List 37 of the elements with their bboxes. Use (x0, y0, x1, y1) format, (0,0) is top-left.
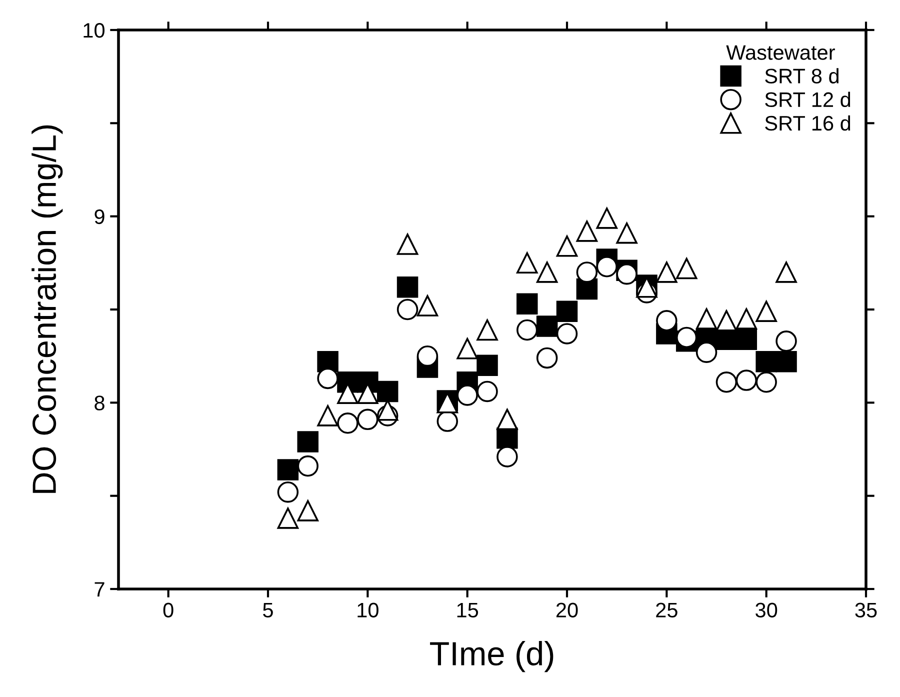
y-axis-title: DO Concentration (mg/L) (32, 125, 63, 493)
point (516, 293, 538, 315)
point (616, 263, 638, 285)
point (596, 256, 618, 278)
point (676, 326, 698, 348)
x-tick-label: 30 (756, 602, 778, 618)
x-tick-label: 35 (855, 602, 877, 618)
point (297, 431, 318, 452)
point (396, 276, 418, 298)
x-tick-label: 20 (556, 602, 578, 618)
point (476, 354, 498, 376)
y-tick-label: 9 (94, 209, 104, 224)
x-tick-label: 5 (263, 602, 273, 618)
point (416, 345, 438, 367)
legend-label: SRT 12 d (765, 92, 850, 108)
point (536, 316, 558, 337)
point (556, 300, 578, 322)
point (476, 319, 498, 341)
y-tick-label: 10 (84, 23, 104, 38)
point (456, 384, 478, 406)
point (756, 351, 777, 372)
legend-title: Wastewater (726, 45, 835, 60)
point (776, 351, 797, 372)
point (696, 342, 718, 363)
y-tick-label: 8 (94, 396, 104, 410)
x-tick-label: 15 (457, 602, 478, 618)
x-tick-label: 0 (163, 602, 174, 618)
legend-label: SRT 8 d (765, 68, 838, 84)
x-axis-title: TIme (d) (430, 641, 554, 672)
point (656, 310, 678, 332)
x-tick-label: 25 (656, 602, 678, 618)
legend-label: SRT 16 d (765, 115, 850, 131)
y-tick-label: 7 (94, 582, 104, 597)
x-tick-label: 10 (358, 602, 378, 618)
point (277, 459, 299, 480)
point (376, 380, 398, 402)
point (736, 328, 758, 350)
